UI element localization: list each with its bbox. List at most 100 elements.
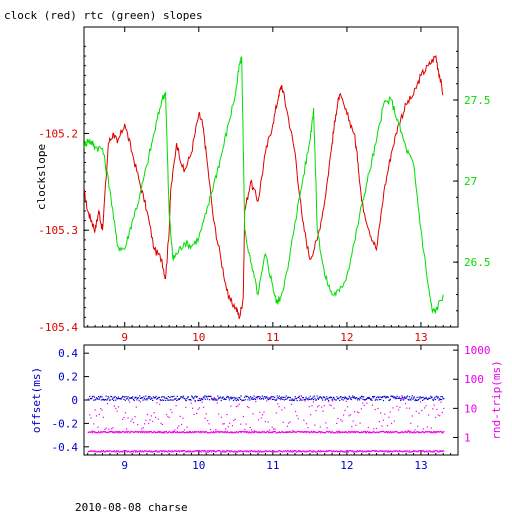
data-point: [100, 431, 102, 433]
data-point: [168, 450, 170, 452]
data-point: [141, 450, 143, 452]
data-point: [360, 431, 362, 433]
data-point: [355, 431, 357, 433]
data-point: [135, 450, 137, 452]
data-point: [124, 412, 126, 414]
data-point: [230, 396, 232, 398]
data-point: [322, 399, 324, 401]
data-point: [167, 432, 169, 434]
data-point: [436, 431, 438, 433]
data-point: [337, 430, 339, 432]
data-point: [349, 432, 351, 434]
data-point: [392, 431, 394, 434]
data-point: [361, 396, 363, 398]
data-point: [360, 408, 362, 410]
data-point: [284, 396, 286, 398]
data-point: [364, 430, 366, 432]
data-point: [391, 422, 393, 424]
data-point: [147, 397, 149, 399]
data-point: [375, 450, 377, 452]
data-point: [143, 431, 145, 433]
data-point: [112, 427, 114, 429]
data-point: [353, 431, 355, 433]
data-point: [104, 451, 106, 453]
data-point: [293, 451, 295, 453]
data-point: [198, 400, 200, 402]
data-point: [392, 451, 394, 453]
data-point: [426, 431, 428, 433]
y-tick-label: -105.2: [38, 127, 78, 140]
data-point: [281, 409, 283, 411]
data-point: [418, 412, 420, 414]
data-point: [374, 432, 376, 434]
data-point: [102, 399, 104, 401]
data-point: [417, 432, 419, 434]
data-point: [332, 432, 335, 434]
data-point: [343, 398, 346, 400]
data-point: [380, 431, 382, 433]
data-point: [240, 395, 242, 397]
data-point: [250, 431, 252, 434]
data-point: [245, 451, 248, 453]
data-point: [388, 416, 390, 418]
data-point: [169, 450, 172, 452]
data-point: [396, 431, 398, 433]
data-point: [306, 450, 308, 452]
y2-tick-label: 1: [464, 431, 471, 444]
data-point: [302, 397, 304, 399]
data-point: [113, 451, 115, 453]
data-point: [244, 428, 246, 430]
data-point: [273, 428, 275, 430]
data-point: [313, 430, 315, 432]
data-point: [169, 450, 171, 452]
data-point: [98, 430, 100, 432]
data-point: [269, 450, 272, 452]
data-point: [142, 430, 144, 432]
data-point: [437, 451, 439, 453]
data-point: [237, 432, 239, 434]
data-point: [269, 398, 271, 400]
data-point: [400, 398, 402, 400]
data-point: [208, 450, 210, 452]
data-point: [387, 431, 389, 433]
data-point: [235, 405, 238, 408]
data-point: [246, 450, 248, 452]
data-point: [163, 451, 165, 453]
data-point: [391, 431, 393, 433]
data-point: [408, 432, 411, 434]
data-point: [175, 432, 177, 434]
data-point: [142, 451, 144, 453]
data-point: [414, 429, 416, 431]
data-point: [196, 431, 198, 433]
data-point: [222, 396, 224, 398]
data-point: [327, 397, 329, 399]
data-point: [132, 451, 135, 453]
data-point: [352, 450, 354, 452]
data-point: [167, 431, 169, 434]
data-point: [332, 431, 334, 433]
data-point: [426, 398, 428, 401]
data-point: [192, 407, 194, 409]
data-point: [428, 397, 430, 399]
data-point: [398, 450, 400, 452]
data-point: [198, 431, 200, 433]
data-point: [204, 431, 206, 433]
data-point: [193, 398, 195, 400]
data-point: [369, 431, 371, 433]
data-point: [380, 412, 382, 414]
data-point: [171, 450, 173, 452]
data-point: [260, 451, 262, 453]
data-point: [289, 430, 291, 433]
data-point: [123, 431, 125, 433]
data-point: [111, 430, 113, 433]
data-point: [428, 397, 430, 399]
data-point: [124, 399, 126, 401]
data-point: [346, 450, 348, 452]
data-point: [102, 431, 104, 433]
data-point: [401, 395, 403, 397]
data-point: [410, 399, 412, 401]
data-point: [325, 451, 327, 453]
data-point: [355, 397, 357, 399]
data-point: [250, 397, 252, 399]
data-point: [339, 451, 341, 453]
